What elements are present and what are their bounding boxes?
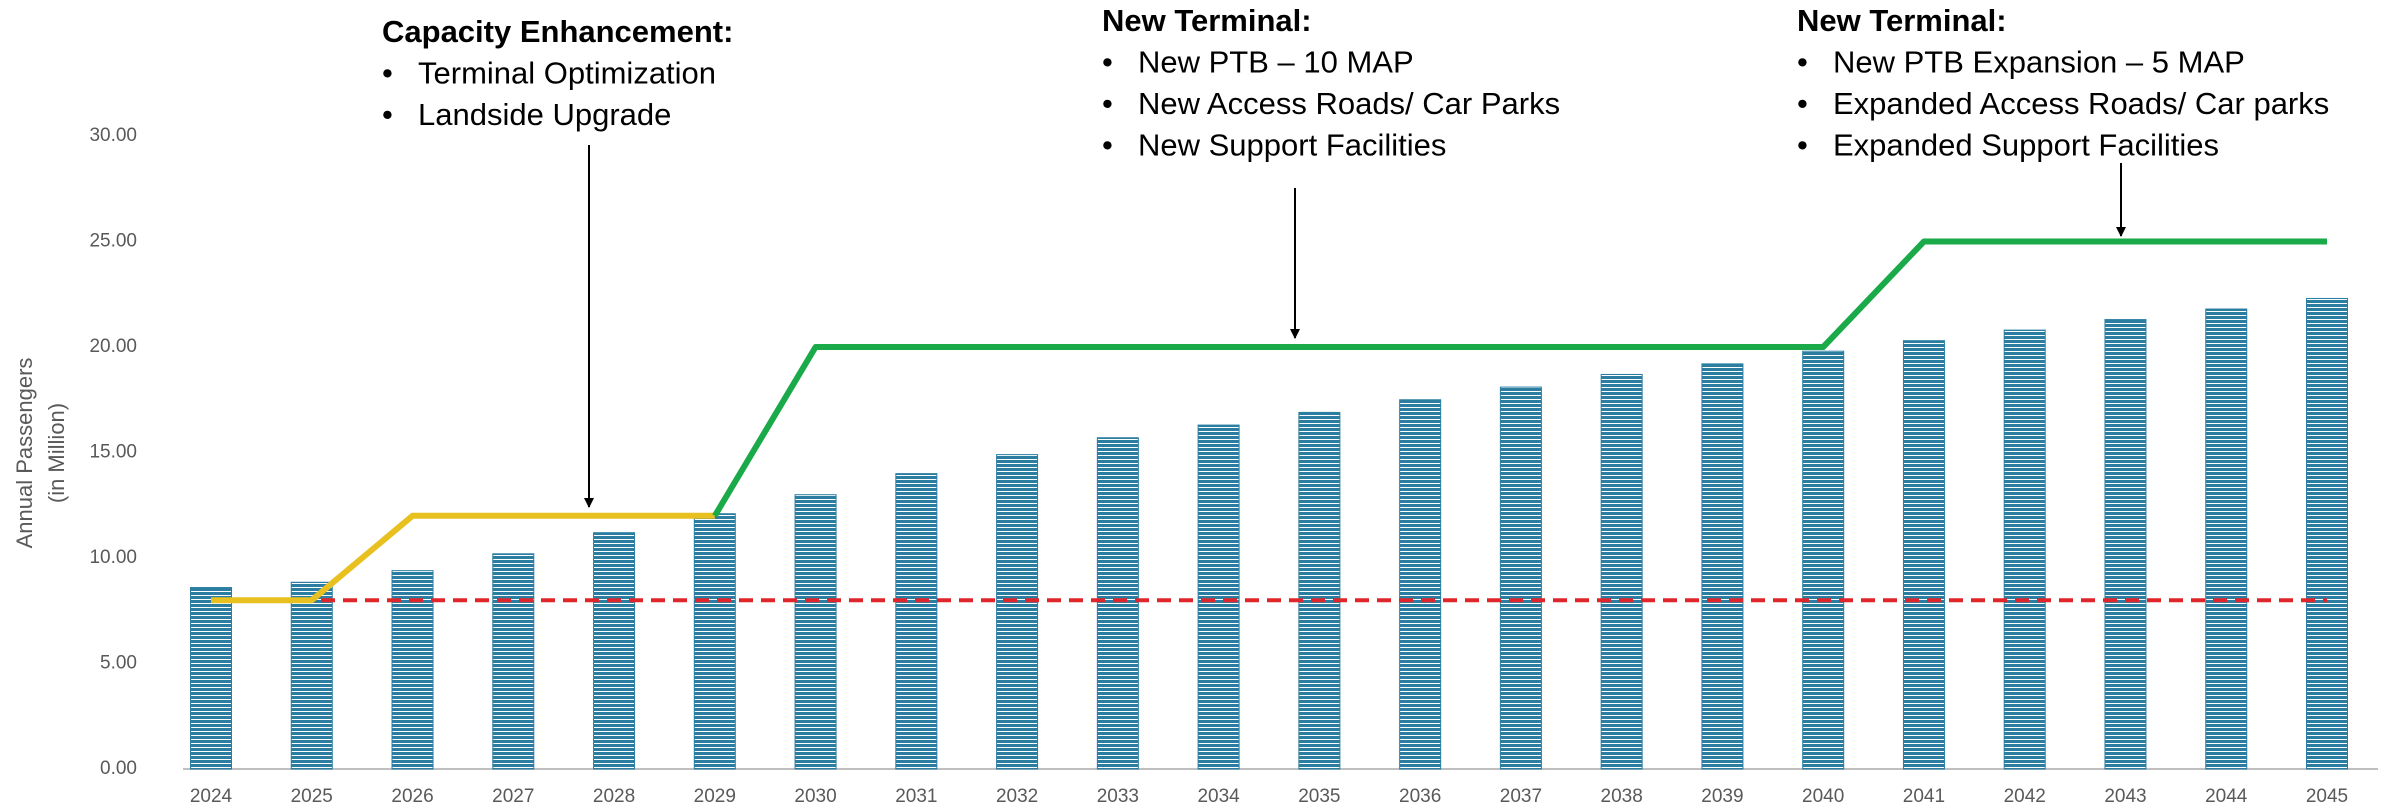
- bullet: •: [382, 56, 393, 91]
- annotation-item: New PTB – 10 MAP: [1138, 45, 1414, 80]
- bullet: •: [1797, 128, 1808, 163]
- x-tick-label: 2039: [1701, 786, 1743, 806]
- bar: [1802, 350, 1845, 770]
- bar: [1197, 424, 1240, 770]
- bar: [895, 473, 938, 770]
- y-tick-label: 30.00: [89, 125, 137, 146]
- bullet: •: [1102, 86, 1113, 121]
- x-tick-label: 2031: [895, 786, 937, 806]
- x-tick-label: 2036: [1399, 786, 1441, 806]
- y-axis-label: (in Million): [44, 403, 69, 503]
- x-tick-label: 2025: [291, 786, 333, 806]
- y-tick-label: 25.00: [89, 231, 137, 252]
- x-tick-label: 2024: [190, 786, 233, 806]
- annotation-item: Landside Upgrade: [418, 97, 671, 132]
- y-tick-label: 5.00: [100, 653, 137, 674]
- annotation-item: New Access Roads/ Car Parks: [1138, 86, 1560, 121]
- bar: [1902, 340, 1945, 770]
- bullet: •: [1797, 86, 1808, 121]
- bullet: •: [1102, 45, 1113, 80]
- x-tick-label: 2040: [1802, 786, 1844, 806]
- bar: [2205, 308, 2248, 770]
- bar: [2003, 329, 2046, 770]
- x-tick-label: 2038: [1601, 786, 1643, 806]
- bar: [1298, 411, 1341, 770]
- annotation-item: Expanded Support Facilities: [1833, 128, 2219, 163]
- x-tick-label: 2026: [391, 786, 433, 806]
- x-tick-label: 2028: [593, 786, 635, 806]
- x-tick-label: 2030: [794, 786, 836, 806]
- bar: [1499, 386, 1542, 770]
- bullet: •: [382, 97, 393, 132]
- line: [712, 238, 2327, 518]
- annotation-item: Terminal Optimization: [418, 56, 716, 91]
- x-tick-label: 2044: [2205, 786, 2248, 806]
- y-axis-label: Annual Passengers: [12, 358, 37, 549]
- y-tick-label: 0.00: [100, 758, 137, 779]
- bar: [1399, 399, 1442, 770]
- x-tick-label: 2035: [1298, 786, 1340, 806]
- bar: [2306, 297, 2348, 770]
- bar: [794, 494, 837, 770]
- x-tick-label: 2037: [1500, 786, 1542, 806]
- bar: [996, 454, 1039, 770]
- x-tick-label: 2029: [694, 786, 736, 806]
- annotation-title: New Terminal:: [1797, 3, 2007, 38]
- bullet: •: [1102, 128, 1113, 163]
- x-tick-label: 2032: [996, 786, 1038, 806]
- bar: [391, 570, 434, 770]
- bar: [693, 513, 736, 770]
- x-tick-label: 2042: [2004, 786, 2046, 806]
- x-tick-label: 2043: [2104, 786, 2146, 806]
- bar: [1701, 363, 1744, 770]
- annotation-item: New Support Facilities: [1138, 128, 1446, 163]
- x-tick-label: 2027: [492, 786, 534, 806]
- x-tick-label: 2045: [2306, 786, 2348, 806]
- y-tick-label: 10.00: [89, 547, 137, 568]
- annotation-title: Capacity Enhancement:: [382, 14, 733, 49]
- bar: [1600, 373, 1643, 770]
- bar: [2104, 319, 2147, 770]
- bar: [492, 553, 535, 770]
- bullet: •: [1797, 45, 1808, 80]
- x-tick-label: 2034: [1197, 786, 1240, 806]
- bar: [593, 532, 636, 770]
- annotation-item: New PTB Expansion – 5 MAP: [1833, 45, 2245, 80]
- bar: [1096, 437, 1139, 770]
- line: [211, 512, 715, 604]
- annotation-title: New Terminal:: [1102, 3, 1312, 38]
- y-tick-label: 15.00: [89, 442, 137, 463]
- bar: [190, 587, 232, 770]
- x-tick-label: 2041: [1903, 786, 1945, 806]
- bar: [290, 581, 333, 770]
- y-tick-label: 20.00: [89, 336, 137, 357]
- annotation-item: Expanded Access Roads/ Car parks: [1833, 86, 2329, 121]
- x-tick-label: 2033: [1097, 786, 1139, 806]
